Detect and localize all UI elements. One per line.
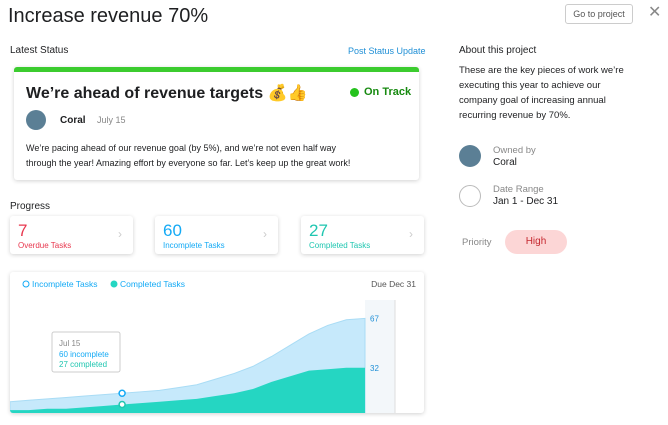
tooltip [51, 331, 121, 373]
section-title: Latest Status [10, 45, 69, 56]
status-dot [350, 88, 359, 97]
status-label: On Track [364, 86, 412, 98]
legend-marker [22, 280, 30, 288]
end-label: 67 [370, 314, 379, 323]
legend-marker [110, 280, 118, 288]
chevron: › [263, 227, 267, 241]
text-line: These are the key pieces of work we’re [459, 65, 624, 76]
close-button[interactable]: ✕ [648, 4, 662, 21]
stat-value: 7 [18, 221, 28, 240]
status-headline: We’re ahead of revenue targets 💰👍 [26, 85, 308, 102]
stat-tile[interactable]: 60 Incomplete Tasks › [155, 216, 278, 254]
end-label: 32 [370, 364, 379, 373]
legend-label: Incomplete Tasks [32, 279, 98, 289]
point [118, 389, 126, 397]
page-title: Increase revenue 70% [8, 5, 209, 27]
stat-label: Completed Tasks [309, 241, 371, 250]
tooltip-date: Jul 15 [59, 339, 81, 348]
stat-value: 60 [163, 221, 182, 240]
post-status-link[interactable]: Post Status Update [348, 46, 426, 56]
text-line: company goal of increasing annual [459, 95, 606, 106]
field-value: Jan 1 - Dec 31 [493, 196, 559, 207]
stat-value: 27 [309, 221, 328, 240]
stat-tile[interactable]: 27 Completed Tasks › [301, 216, 424, 254]
area [10, 367, 365, 413]
field-label: Owned by [493, 145, 536, 156]
field-label: Priority [462, 237, 492, 248]
field-label: Date Range [493, 184, 544, 195]
author: Coral [60, 115, 86, 126]
progress-chart: Incomplete Tasks 67 Completed Tasks 32 Due D… [10, 279, 416, 413]
avatar [26, 110, 46, 130]
section-title: Progress [10, 201, 51, 212]
chart-card: Incomplete Tasks 67 Completed Tasks 32 Due D… [10, 272, 424, 413]
stat-label: Incomplete Tasks [163, 241, 225, 250]
legend-label: Completed Tasks [120, 279, 185, 289]
stat-label: Overdue Tasks [18, 241, 72, 250]
tooltip-line: 60 incomplete [59, 350, 109, 359]
about-text: These are the key pieces of work we’re ex… [459, 63, 624, 123]
date: July 15 [97, 115, 126, 125]
due-label: Due Dec 31 [371, 279, 416, 289]
stat-tile[interactable]: 7 Overdue Tasks › [10, 216, 133, 254]
field-value: Coral [493, 157, 517, 168]
priority-pill[interactable]: High [505, 230, 567, 254]
chevron: › [409, 227, 413, 241]
tooltip-line: 27 completed [59, 360, 107, 369]
future-region [365, 300, 395, 413]
text-line: executing this year to achieve our [459, 80, 601, 91]
text-line: recurring revenue by 70%. [459, 110, 571, 121]
chevron: › [118, 227, 122, 241]
status-text: We’re pacing ahead of our revenue goal (… [26, 141, 350, 171]
status-card: We’re ahead of revenue targets 💰👍 On Tra… [14, 67, 419, 180]
avatar [459, 145, 481, 167]
text-line: We’re pacing ahead of our revenue goal (… [26, 143, 337, 153]
section-title: About this project [459, 45, 537, 56]
status-bar [14, 67, 419, 72]
point [118, 400, 126, 409]
calendar-icon [459, 185, 481, 207]
go-to-project-button[interactable]: Go to project [565, 4, 633, 24]
text-line: through the year! Amazing effort by ever… [26, 158, 351, 168]
